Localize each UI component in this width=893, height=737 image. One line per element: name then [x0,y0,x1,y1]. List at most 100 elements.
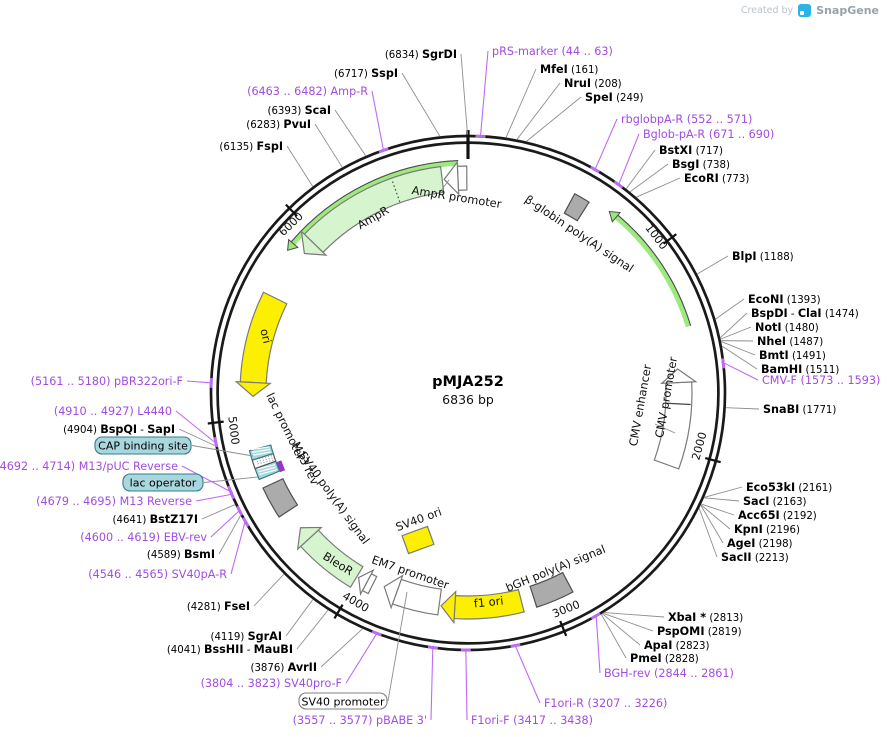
tick-mark-6000 [285,203,298,217]
primer-site-tick [242,516,250,527]
enzyme-label-EcoRI[interactable]: EcoRI (773) [684,172,749,185]
leader-line [726,407,760,410]
primer-label-pBR322ori-F[interactable]: (5161 .. 5180) pBR322ori-F [31,375,183,388]
primer-label-CMV-F[interactable]: CMV-F (1573 .. 1593) [762,374,880,387]
feature-label-f1-ori[interactable]: f1 ori [473,594,504,611]
enzyme-label-EcoNI[interactable]: EcoNI (1393) [748,293,821,306]
feature-bleor[interactable] [296,526,364,589]
leader-line [480,50,489,136]
leader-line [387,591,408,702]
enzyme-label-AgeI[interactable]: AgeI (2198) [727,537,793,550]
feature-em7-promoter[interactable] [358,568,378,597]
enzyme-label-AvrII[interactable]: (3876) AvrII [250,661,317,674]
enzyme-label-SacI[interactable]: SacI (2163) [743,495,807,508]
enzyme-label-ApaI[interactable]: ApaI (2823) [644,639,710,652]
primer-label-pBABE-3-[interactable]: (3557 .. 3577) pBABE 3' [293,714,427,727]
enzyme-label-BspDI-ClaI[interactable]: BspDI - ClaI (1474) [751,307,859,320]
primer-label-SV40pro-F[interactable]: (3804 .. 3823) SV40pro-F [201,677,342,690]
feature-bglobin-pa[interactable] [563,192,590,222]
enzyme-label-NotI[interactable]: NotI (1480) [755,321,819,334]
boxed-label-lac-operator[interactable]: lac operator [122,473,204,492]
leader-line [175,410,216,443]
enzyme-label-Eco53kI[interactable]: Eco53kI (2161) [746,481,832,494]
svg-text:lac operator: lac operator [130,477,197,490]
enzyme-label-FspI[interactable]: (6135) FspI [219,140,283,153]
plasmid-size: 6836 bp [442,392,494,407]
leader-line [286,145,314,187]
enzyme-label-SspI[interactable]: (6717) SspI [334,67,398,80]
leader-line [516,82,561,140]
primer-label-Bglob-pA-R[interactable]: Bglob-pA-R (671 .. 690) [643,128,774,141]
leader-line [721,341,756,356]
enzyme-label-BssHII-MauBI[interactable]: (4041) BssHII - MauBI [167,643,293,656]
primer-label-M13-Reverse[interactable]: (4679 .. 4695) M13 Reverse [36,495,192,508]
enzyme-label-BstXI[interactable]: BstXI (717) [659,144,723,157]
leader-line [526,96,582,142]
tick-label-2000: 2000 [689,431,709,462]
feature-sv40-pa[interactable] [262,477,299,518]
enzyme-label-BmtI[interactable]: BmtI (1491) [759,349,826,362]
feature-f1-ori[interactable] [440,588,525,625]
primer-label-M13-pUC-Reverse[interactable]: (4692 .. 4714) M13/pUC Reverse [0,460,178,473]
leader-line [320,628,363,668]
enzyme-label-BsgI[interactable]: BsgI (738) [672,158,730,171]
feature-m13-rev-site[interactable] [276,460,286,473]
enzyme-label-SgrAI[interactable]: (4119) SgrAI [210,630,282,643]
feature-label-ori[interactable]: ori [257,327,274,345]
enzyme-label-BstZ17I[interactable]: (4641) BstZ17I [112,513,198,526]
enzyme-label-SgrDI[interactable]: (6834) SgrDI [385,48,457,61]
primer-site-tick [236,505,244,516]
tick-mark-2000 [704,456,721,464]
enzyme-label-BspQI-SapI[interactable]: (4904) BspQI - SapI [63,423,175,436]
primer-label-F1ori-R[interactable]: F1ori-R (3207 .. 3226) [544,697,667,710]
primer-label-SV40pA-R[interactable]: (4546 .. 4565) SV40pA-R [88,568,227,581]
leader-line [720,312,748,338]
boxed-label-sv40-promoter[interactable]: SV40 promoter [298,692,388,710]
primer-label-rbglobpA-R[interactable]: rbglobpA-R (552 .. 571) [621,113,752,126]
primer-label-pRS-marker[interactable]: pRS-marker (44 .. 63) [492,45,613,58]
leader-line [604,612,665,618]
leader-line [618,133,640,184]
primer-site-tick [590,612,601,620]
enzyme-label-SacII[interactable]: SacII (2213) [721,551,789,564]
enzyme-label-BlpI[interactable]: BlpI (1188) [732,250,794,263]
leader-line [720,326,752,340]
primer-label-F1ori-F[interactable]: F1ori-F (3417 .. 3438) [471,714,593,727]
enzyme-label-SnaBI[interactable]: SnaBI (1771) [763,403,836,416]
primer-label-Amp-R[interactable]: (6463 .. 6482) Amp-R [247,85,368,98]
primer-site-tick [427,645,439,650]
enzyme-label-PmeI[interactable]: PmeI (2828) [630,652,699,665]
enzyme-label-NheI[interactable]: NheI (1487) [757,335,823,348]
feature-label-cmv-enhancer[interactable]: CMV enhancer [626,363,654,447]
leader-line [178,428,216,447]
enzyme-label-FseI[interactable]: (4281) FseI [187,600,250,613]
enzyme-label-ScaI[interactable]: (6393) ScaI [267,104,331,117]
primer-label-EBV-rev[interactable]: (4600 .. 4619) EBV-rev [80,531,207,544]
feature-upstream-gene-arrow[interactable] [608,210,692,328]
feature-sv40-ori[interactable] [401,525,435,555]
enzyme-label-SpeI[interactable]: SpeI (249) [585,91,643,104]
feature-ampr[interactable] [300,165,445,256]
watermark-created-by: Created by [740,5,794,16]
boxed-label-cap-binding-site[interactable]: CAP binding site [94,436,192,455]
feature-ori[interactable] [234,291,288,398]
feature-ampr-gene-arrow[interactable] [287,160,459,252]
leader-line [603,612,654,632]
leader-line [700,505,724,544]
primer-label-BGH-rev[interactable]: BGH-rev (2844 .. 2861) [604,667,734,680]
feature-cmv-enhancer-promoter[interactable] [653,368,698,470]
enzyme-label-MfeI[interactable]: MfeI (161) [540,63,598,76]
enzyme-label-XbaI[interactable]: XbaI * (2813) [668,611,743,624]
enzyme-label-BsmI[interactable]: (4589) BsmI [147,548,215,561]
primer-label-L4440[interactable]: (4910 .. 4927) L4440 [54,405,172,418]
enzyme-label-KpnI[interactable]: KpnI (2196) [734,523,800,536]
feature-cap-binding-site[interactable] [248,444,274,461]
enzyme-label-NruI[interactable]: NruI (208) [564,77,622,90]
enzyme-label-PspOMI[interactable]: PspOMI (2819) [657,625,742,638]
feature-bgh-pa[interactable] [529,571,574,608]
enzyme-label-BamHI[interactable]: BamHI (1511) [761,363,839,376]
enzyme-label-PvuI[interactable]: (6283) PvuI [246,118,311,131]
tick-mark-4000 [333,604,344,619]
feature-ampr-promoter[interactable] [443,160,468,196]
enzyme-label-Acc65I[interactable]: Acc65I (2192) [738,509,817,522]
